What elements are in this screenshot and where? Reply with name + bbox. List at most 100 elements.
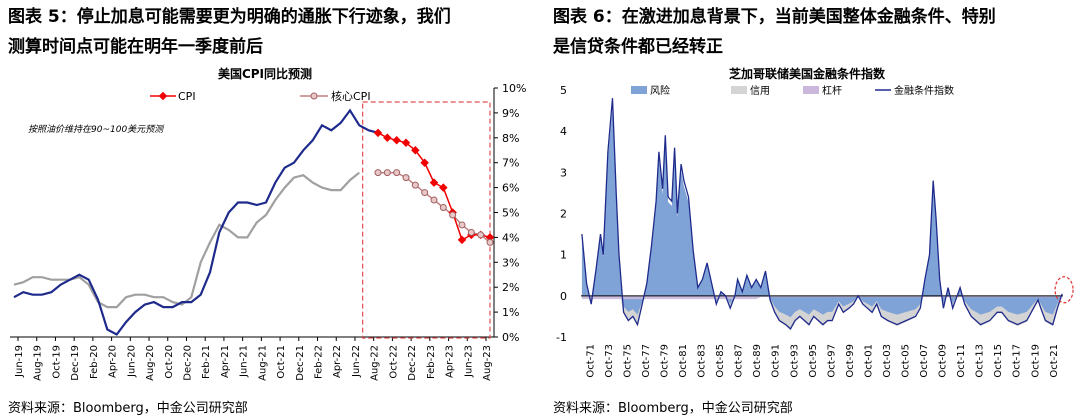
- y-tick-label: 2%: [502, 281, 519, 294]
- x-tick-label: Oct-93: [789, 344, 800, 378]
- y-tick-label: 4: [560, 125, 567, 138]
- nfci-chart: 芝加哥联储美国金融条件指数 -1 0 1 2 3 4 5 Oct-71 Oct-73 Oct-75 O…: [556, 66, 1074, 378]
- y-tick-label: 5%: [502, 207, 519, 220]
- y-tick-label: 10%: [502, 82, 526, 95]
- right-panel: 图表 6：在激进加息背景下，当前美国整体金融条件、特别 是信贷条件都已经转正 芝…: [545, 0, 1080, 418]
- x-tick-label: Oct-01: [863, 344, 874, 378]
- x-tick-label: Oct-07: [919, 344, 930, 378]
- x-tick-label: Jun-23: [463, 345, 474, 378]
- chart-title: 美国CPI同比预测: [218, 66, 312, 81]
- x-tick-label: Oct-81: [678, 344, 689, 378]
- cpi-forecast-point: [411, 146, 420, 155]
- core-cpi-line: [13, 171, 360, 309]
- cpi-forecast-point: [429, 178, 439, 187]
- core-cpi-forecast-point: [458, 221, 466, 229]
- legend-label: 信用: [750, 85, 770, 97]
- x-tick-label: Aug-20: [145, 345, 156, 381]
- core-cpi-forecast-point: [439, 204, 447, 212]
- legend-cpi-marker: [158, 91, 168, 101]
- x-tick-label: Feb-20: [89, 345, 100, 379]
- x-tick-label: Oct-87: [734, 344, 745, 378]
- cpi-forecast-point: [439, 183, 448, 192]
- x-tick-label: Oct-75: [622, 344, 633, 378]
- x-tick-label: Apr-20: [108, 345, 119, 378]
- cpi-forecast-point: [420, 158, 429, 167]
- cpi-forecast-point: [457, 235, 467, 245]
- left-panel: 图表 5：停止加息可能需要更为明确的通胀下行迹象，我们 测算时间点可能在明年一季…: [8, 2, 526, 416]
- y-tick-label: 8%: [502, 132, 519, 145]
- legend-cpi-label: CPI: [178, 90, 196, 103]
- cpi-forecast-point: [373, 128, 383, 138]
- y-tick-label: 9%: [502, 107, 519, 120]
- figure-5-title-line1: 图表 5：停止加息可能需要更为明确的通胀下行迹象，我们: [8, 7, 451, 27]
- figure-5-title-line2: 测算时间点可能在明年一季度前后: [8, 37, 263, 57]
- x-tick-label: Oct-22: [388, 345, 399, 379]
- x-tick-label: Oct-95: [808, 344, 819, 378]
- x-tick-label: Oct-79: [659, 344, 670, 378]
- x-tick-label: Oct-20: [164, 345, 175, 379]
- core-cpi-forecast-point: [430, 196, 438, 204]
- legend-label: 金融条件指数: [894, 84, 954, 97]
- x-tick-label: Jun-21: [239, 345, 250, 378]
- x-tick-label: Aug-21: [257, 345, 268, 381]
- cpi-forecast-point: [392, 136, 401, 145]
- x-tick-label: Oct-19: [51, 345, 62, 379]
- legend-label: 杠杆: [822, 84, 842, 97]
- legend-swatch: [803, 86, 819, 94]
- y-tick-label: 1%: [502, 306, 519, 319]
- x-tick-label: Oct-13: [975, 344, 986, 378]
- y-tick-label: 3%: [502, 256, 519, 269]
- core-cpi-forecast-point: [421, 189, 429, 197]
- y-tick-label: 3: [560, 166, 567, 179]
- x-tick-label: Oct-21: [276, 345, 287, 379]
- x-tick-label: Jun-19: [14, 345, 25, 378]
- x-tick-label: Feb-22: [314, 345, 325, 379]
- core-cpi-forecast-point: [411, 181, 419, 189]
- figure-5-title: 图表 5：停止加息可能需要更为明确的通胀下行迹象，我们 测算时间点可能在明年一季…: [8, 2, 451, 62]
- x-tick-label: Feb-23: [426, 345, 437, 379]
- core-cpi-forecast-point: [393, 169, 401, 177]
- core-cpi-forecast-point: [477, 231, 485, 239]
- x-tick-label: Oct-05: [900, 344, 911, 378]
- x-tick-label: Oct-03: [882, 344, 893, 378]
- core-cpi-forecast-point: [402, 174, 410, 182]
- x-tick-label: Dec-19: [70, 345, 81, 381]
- x-tick-label: Oct-09: [938, 344, 949, 378]
- x-tick-label: Dec-20: [182, 345, 193, 381]
- x-tick-label: Apr-21: [220, 345, 231, 378]
- x-tick-label: Oct-91: [771, 344, 782, 378]
- y-tick-label: 0: [560, 290, 567, 303]
- x-tick-label: Oct-21: [1049, 344, 1060, 378]
- x-tick-label: Oct-17: [1012, 344, 1023, 378]
- legend-swatch: [631, 86, 647, 94]
- core-cpi-forecast-point: [374, 169, 382, 177]
- x-tick-label: Oct-89: [752, 344, 763, 378]
- x-tick-label: Jun-22: [351, 345, 362, 378]
- chart-annotation: 按照油价维持在90~100美元预测: [28, 124, 165, 135]
- y-tick-label: 2: [560, 208, 567, 221]
- legend-core-cpi-marker: [310, 92, 318, 100]
- y-tick-label: 1: [560, 249, 567, 262]
- figure-6-title-line2: 是信贷条件都已经转正: [553, 37, 723, 57]
- x-tick-label: Oct-11: [956, 344, 967, 378]
- cpi-line: [13, 108, 379, 336]
- figure-6-title-line1: 图表 6：在激进加息背景下，当前美国整体金融条件、特别: [553, 7, 996, 27]
- x-tick-label: Feb-21: [201, 345, 212, 379]
- y-tick-label: 4%: [502, 231, 519, 244]
- x-tick-label: Jun-20: [126, 345, 137, 378]
- nfci-line: [581, 98, 1063, 330]
- x-tick-label: Aug-23: [482, 345, 493, 381]
- x-tick-label: Oct-97: [826, 344, 837, 378]
- figure-6-source: 资料来源：Bloomberg，中金公司研究部: [553, 401, 793, 416]
- legend-swatch: [731, 86, 747, 94]
- y-tick-label: -1: [556, 331, 567, 344]
- x-tick-label: Aug-19: [33, 345, 44, 381]
- x-tick-label: Oct-99: [845, 344, 856, 378]
- x-tick-label: Aug-22: [370, 345, 381, 381]
- x-tick-label: Oct-83: [697, 344, 708, 378]
- legend-core-cpi-label: 核心CPI: [331, 89, 371, 103]
- y-tick-label: 6%: [502, 182, 519, 195]
- core-cpi-forecast-point: [467, 228, 475, 236]
- y-tick-label: 7%: [502, 157, 519, 170]
